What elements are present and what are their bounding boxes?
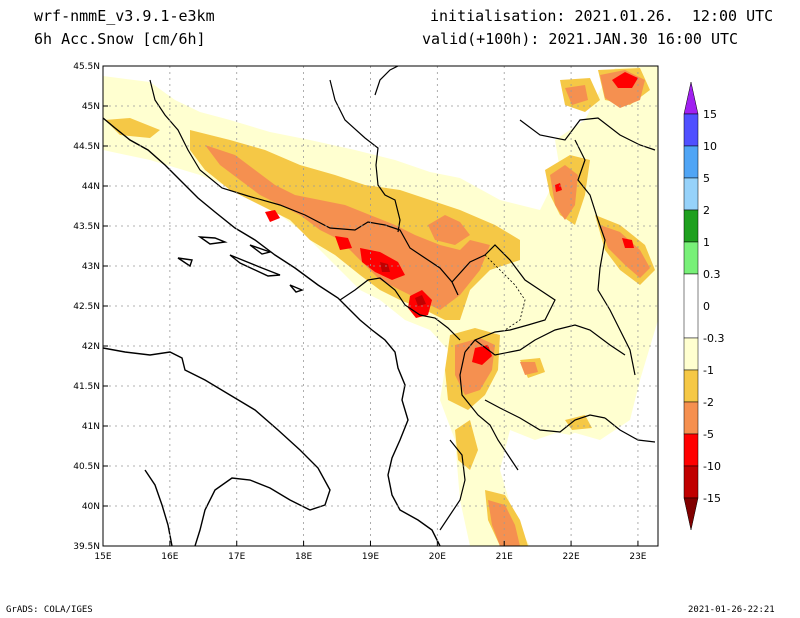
- colorbar-segment-neutral: [683, 273, 699, 339]
- lon-tick-label: 16E: [161, 552, 178, 562]
- colorbar: 15 10 5 2 1 0.3 0 -0.3 -1 -2 -5 -10 -15: [683, 81, 724, 531]
- lat-tick-label: 40N: [82, 502, 100, 512]
- colorbar-segment-neg2: [683, 401, 699, 435]
- colorbar-label: 0: [703, 300, 710, 313]
- border-kosovo-macedonia: [474, 324, 626, 356]
- country-borders: [149, 66, 656, 531]
- colorbar-labels: 15 10 5 2 1 0.3 0 -0.3 -1 -2 -5 -10 -15: [703, 108, 724, 505]
- adriatic-east-coast: [103, 117, 441, 546]
- lat-tick-label: 41.5N: [73, 382, 100, 392]
- colorbar-segment-2: [683, 209, 699, 243]
- lat-tick-label: 42N: [82, 342, 100, 352]
- lon-tick-label: 23E: [629, 552, 646, 562]
- colorbar-label: -1: [703, 364, 714, 377]
- colorbar-segment-neg03: [683, 337, 699, 371]
- border-serbia-kosovo: [451, 244, 556, 353]
- border-serbia-bulgaria: [574, 139, 636, 376]
- footer-timestamp: 2021-01-26-22:21: [688, 605, 775, 615]
- colorbar-label: 5: [703, 172, 710, 185]
- border-montenegro: [339, 277, 461, 341]
- field-name: 6h Acc.Snow [cm/6h]: [34, 30, 206, 48]
- border-bulgaria-greece: [604, 417, 656, 443]
- border-macedonia-greece: [484, 399, 606, 433]
- snow-darkred-band: [380, 262, 426, 306]
- model-name: wrf-nmmE_v3.9.1-e3km: [34, 7, 215, 25]
- colorbar-top-arrow: [683, 81, 699, 115]
- colorbar-segment-neg5: [683, 433, 699, 467]
- island-3: [229, 254, 281, 277]
- colorbar-segment-1: [683, 241, 699, 275]
- colorbar-label: 15: [703, 108, 717, 121]
- lon-tick-label: 19E: [362, 552, 379, 562]
- border-croatia-bosnia: [149, 79, 459, 296]
- lon-tick-label: 21E: [496, 552, 513, 562]
- colorbar-label: 0.3: [703, 268, 721, 281]
- border-albania-greece: [439, 439, 466, 531]
- island-1: [197, 236, 228, 245]
- map-frame: [102, 65, 659, 547]
- island-2: [177, 257, 193, 268]
- border-danube: [374, 66, 399, 96]
- colorbar-segment-neg10: [683, 465, 699, 499]
- colorbar-segment-10: [683, 145, 699, 179]
- lon-tick-label: 15E: [94, 552, 111, 562]
- valid-time: valid(+100h): 2021.JAN.30 16:00 UTC: [422, 30, 739, 48]
- colorbar-segment-15: [683, 113, 699, 147]
- lat-tick-label: 45.5N: [73, 62, 100, 72]
- lat-tick-label: 39.5N: [73, 542, 100, 552]
- coastlines: [103, 117, 441, 546]
- lon-tick-label: 22E: [563, 552, 580, 562]
- colorbar-bottom-arrow: [683, 497, 699, 531]
- colorbar-label: -0.3: [703, 332, 724, 345]
- lat-tick-label: 40.5N: [73, 462, 100, 472]
- colorbar-label: -15: [703, 492, 721, 505]
- map-gridlines: [103, 66, 658, 546]
- italy-coast: [103, 347, 331, 546]
- colorbar-label: 1: [703, 236, 710, 249]
- colorbar-label: 2: [703, 204, 710, 217]
- map-ticks: 15E 16E 17E 18E 19E 20E 21E 22E 23E 39.5N 40N 40.5N…: [73, 62, 647, 562]
- initialisation-time: initialisation: 2021.01.26. 12:00 UTC: [430, 7, 774, 25]
- border-bosnia-serbia: [329, 79, 401, 233]
- colorbar-label: -5: [703, 428, 714, 441]
- lat-tick-label: 45N: [82, 102, 100, 112]
- kosovo-dashed-border: [484, 254, 526, 331]
- italy-heel: [144, 469, 173, 546]
- border-albania-macedonia: [459, 351, 519, 471]
- colorbar-label: 10: [703, 140, 717, 153]
- lat-tick-label: 44N: [82, 182, 100, 192]
- lon-tick-label: 17E: [228, 552, 245, 562]
- lat-tick-label: 41N: [82, 422, 100, 432]
- lat-tick-label: 44.5N: [73, 142, 100, 152]
- border-romania: [519, 117, 656, 151]
- lon-tick-label: 20E: [429, 552, 446, 562]
- colorbar-segment-neg1: [683, 369, 699, 403]
- lon-tick-label: 18E: [295, 552, 312, 562]
- lat-tick-label: 42.5N: [73, 302, 100, 312]
- footer-credit: GrADS: COLA/IGES: [6, 605, 93, 615]
- island-4: [249, 244, 273, 255]
- lat-tick-label: 43N: [82, 262, 100, 272]
- colorbar-label: -10: [703, 460, 721, 473]
- island-5: [289, 284, 304, 293]
- colorbar-label: -2: [703, 396, 714, 409]
- lat-tick-label: 43.5N: [73, 222, 100, 232]
- colorbar-segment-5: [683, 177, 699, 211]
